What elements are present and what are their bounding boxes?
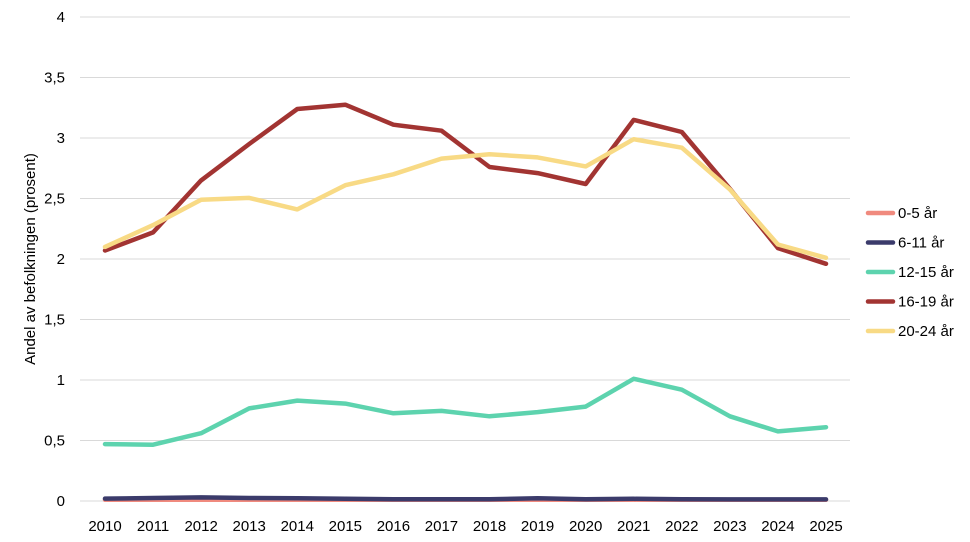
y-tick-label: 1,5 [44,312,65,329]
x-tick-label: 2024 [761,518,794,535]
series-line-2 [102,376,829,447]
x-tick-label: 2022 [665,518,698,535]
series-lines [102,102,829,503]
x-tick-label: 2025 [809,518,842,535]
x-tick-label: 2021 [617,518,650,535]
x-tick-label: 2017 [425,518,458,535]
x-tick-label: 2016 [377,518,410,535]
legend-label: 20-24 år [898,323,954,340]
y-tick-label: 3 [57,130,65,147]
x-tick-label: 2020 [569,518,602,535]
x-tick-label: 2011 [137,518,169,535]
legend-label: 6-11 år [898,235,944,252]
x-tick-label: 2023 [713,518,746,535]
y-tick-label: 4 [57,9,65,26]
legend: 0-5 år 6-11 år 12-15 år 16-19 år 20-24 år [865,205,954,340]
legend-label: 16-19 år [898,294,954,311]
x-tick-label: 2014 [281,518,314,535]
grid-lines [80,16,850,502]
legend-label: 0-5 år [898,205,937,222]
x-tick-label: 2010 [88,518,121,535]
x-tick-label: 2013 [233,518,266,535]
y-tick-label: 3,5 [44,70,65,87]
x-tick-label: 2015 [329,518,362,535]
y-axis-ticks: 0 0,5 1 1,5 2 2,5 3 3,5 4 [44,9,65,510]
x-tick-label: 2012 [184,518,217,535]
x-tick-label: 2019 [521,518,554,535]
x-tick-label: 2018 [473,518,506,535]
x-axis-ticks: 2010 2011 2012 2013 2014 2015 2016 2017 2018 2019… [88,518,842,535]
series-line-4 [102,136,829,261]
y-tick-label: 1 [57,372,65,389]
series-line-3 [102,102,829,267]
series-line-1 [102,495,829,502]
y-tick-label: 2,5 [44,191,65,208]
legend-label: 12-15 år [898,264,954,281]
y-axis-label: Andel av befolkningen (prosent) [22,153,39,365]
y-tick-label: 0,5 [44,433,65,450]
y-tick-label: 2 [57,251,65,268]
y-tick-label: 0 [57,493,65,510]
